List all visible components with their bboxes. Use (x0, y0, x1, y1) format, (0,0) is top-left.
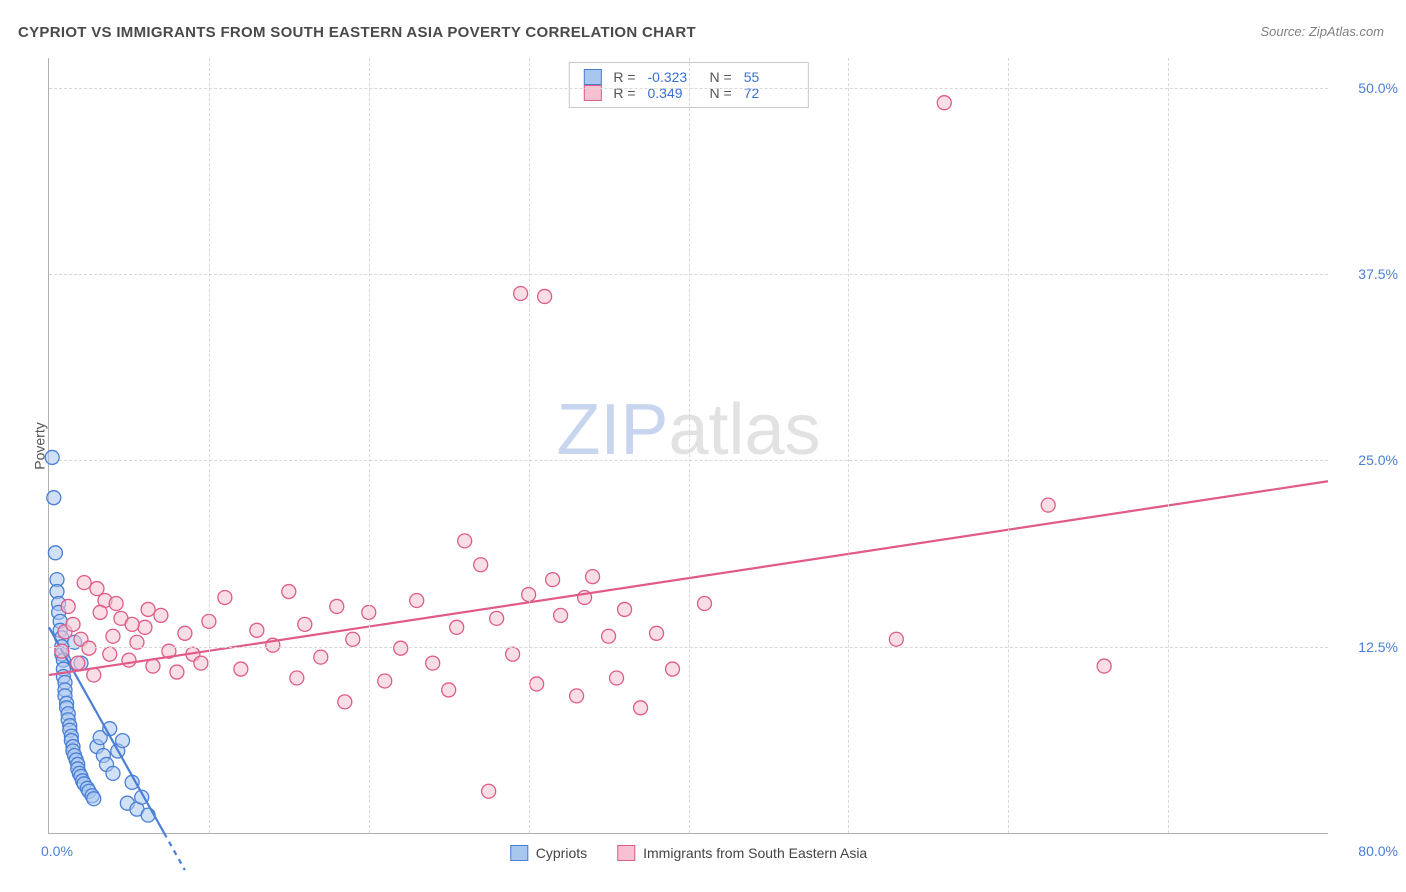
data-point (77, 576, 91, 590)
data-point (490, 611, 504, 625)
x-tick-max: 80.0% (1338, 843, 1398, 859)
data-point (106, 766, 120, 780)
data-point (474, 558, 488, 572)
data-point (47, 491, 61, 505)
gridline-v (369, 58, 370, 833)
data-point (314, 650, 328, 664)
chart-title: CYPRIOT VS IMMIGRANTS FROM SOUTH EASTERN… (18, 24, 696, 41)
data-point (290, 671, 304, 685)
data-point (125, 617, 139, 631)
y-tick: 37.5% (1338, 266, 1398, 282)
data-point (1097, 659, 1111, 673)
data-point (458, 534, 472, 548)
data-point (141, 602, 155, 616)
data-point (122, 653, 136, 667)
gridline-v (529, 58, 530, 833)
data-point (666, 662, 680, 676)
y-tick: 50.0% (1338, 80, 1398, 96)
legend-swatch-blue (583, 69, 601, 85)
data-point (82, 641, 96, 655)
data-point (554, 608, 568, 622)
gridline-v (209, 58, 210, 833)
data-point (426, 656, 440, 670)
gridline-v (1168, 58, 1169, 833)
data-point (66, 617, 80, 631)
data-point (87, 792, 101, 806)
data-point (482, 784, 496, 798)
data-point (634, 701, 648, 715)
legend-label-immigrants: Immigrants from South Eastern Asia (643, 845, 867, 861)
data-point (410, 594, 424, 608)
data-point (937, 96, 951, 110)
data-point (538, 289, 552, 303)
data-point (298, 617, 312, 631)
source-attribution: Source: ZipAtlas.com (1260, 24, 1384, 39)
data-point (442, 683, 456, 697)
data-point (61, 599, 75, 613)
data-point (154, 608, 168, 622)
data-point (1041, 498, 1055, 512)
legend-label-cypriots: Cypriots (536, 845, 587, 861)
data-point (610, 671, 624, 685)
legend-item-immigrants: Immigrants from South Eastern Asia (617, 845, 867, 861)
data-point (71, 656, 85, 670)
data-point (45, 450, 59, 464)
data-point (106, 629, 120, 643)
data-point (506, 647, 520, 661)
data-point (48, 546, 62, 560)
legend-swatch-cypriots (510, 845, 528, 861)
data-point (514, 286, 528, 300)
legend-swatch-immigrants (617, 845, 635, 861)
data-point (570, 689, 584, 703)
gridline-v (689, 58, 690, 833)
data-point (90, 582, 104, 596)
data-point (170, 665, 184, 679)
data-point (194, 656, 208, 670)
data-point (178, 626, 192, 640)
legend-item-cypriots: Cypriots (510, 845, 587, 861)
data-point (93, 605, 107, 619)
data-point (450, 620, 464, 634)
data-point (697, 596, 711, 610)
r-value-1: -0.323 (648, 69, 698, 85)
trend-line-extension (164, 833, 185, 870)
data-point (602, 629, 616, 643)
data-point (546, 573, 560, 587)
plot-area: ZIPatlas R = -0.323 N = 55 R = 0.349 N =… (48, 58, 1328, 834)
x-tick-min: 0.0% (41, 843, 73, 859)
data-point (234, 662, 248, 676)
data-point (394, 641, 408, 655)
data-point (109, 596, 123, 610)
r-label: R = (613, 69, 635, 85)
y-tick: 12.5% (1338, 639, 1398, 655)
y-tick: 25.0% (1338, 452, 1398, 468)
data-point (116, 734, 130, 748)
data-point (103, 647, 117, 661)
data-point (378, 674, 392, 688)
data-point (889, 632, 903, 646)
series-legend: Cypriots Immigrants from South Eastern A… (510, 845, 867, 861)
data-point (586, 570, 600, 584)
data-point (218, 591, 232, 605)
data-point (138, 620, 152, 634)
data-point (530, 677, 544, 691)
data-point (330, 599, 344, 613)
n-label: N = (710, 69, 732, 85)
data-point (282, 585, 296, 599)
gridline-v (848, 58, 849, 833)
data-point (338, 695, 352, 709)
n-value-1: 55 (744, 69, 794, 85)
data-point (618, 602, 632, 616)
data-point (146, 659, 160, 673)
gridline-v (1008, 58, 1009, 833)
data-point (650, 626, 664, 640)
data-point (87, 668, 101, 682)
y-axis-label: Poverty (32, 422, 48, 469)
data-point (346, 632, 360, 646)
data-point (250, 623, 264, 637)
